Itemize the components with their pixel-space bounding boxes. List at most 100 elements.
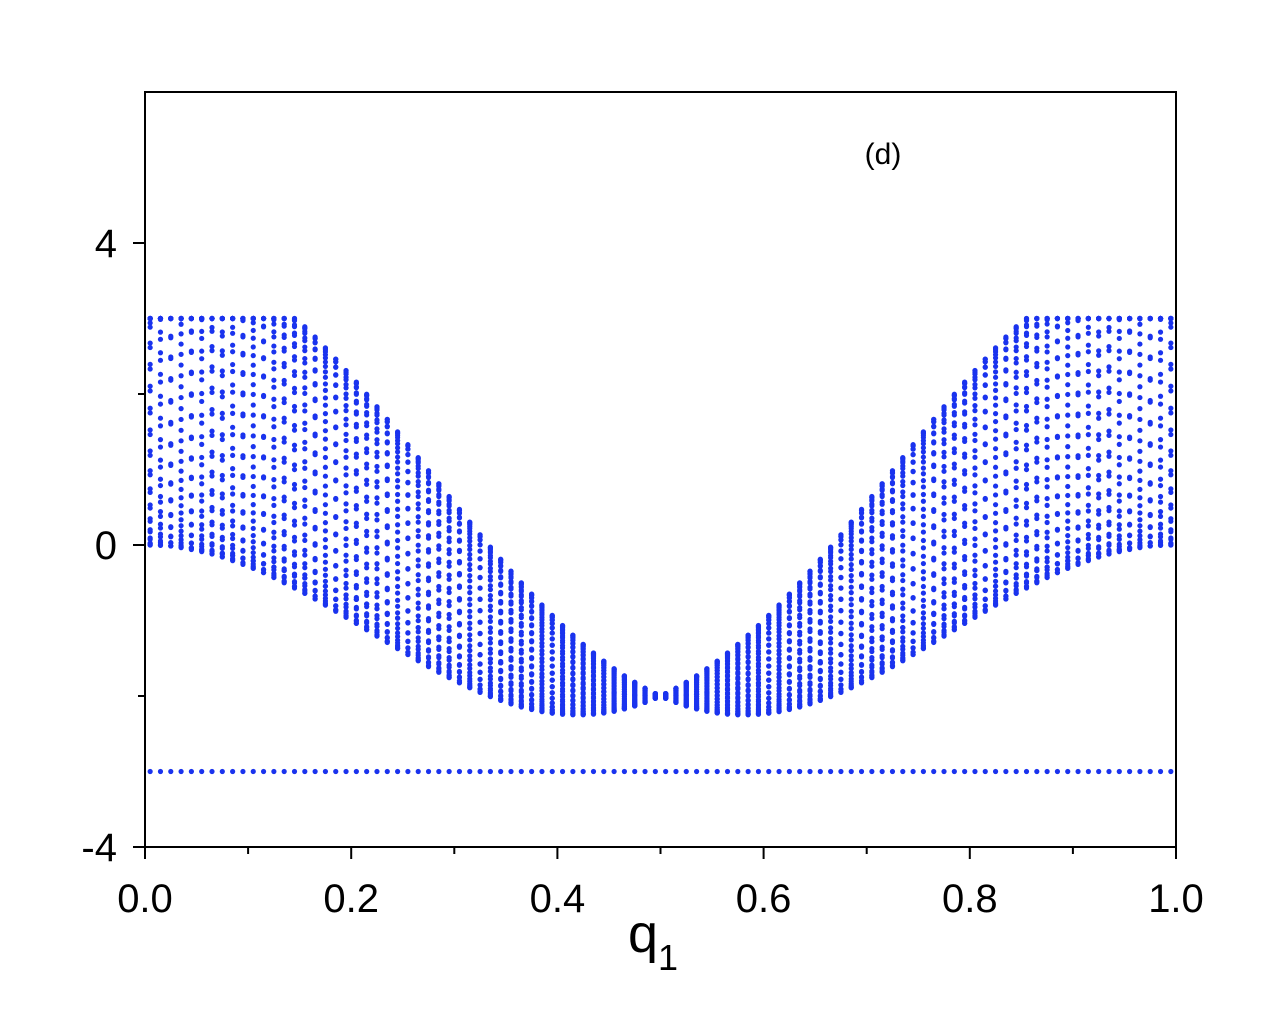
data-point — [786, 631, 792, 637]
data-point — [1137, 458, 1143, 464]
data-point — [931, 600, 937, 606]
data-point — [446, 547, 452, 553]
data-point — [477, 676, 483, 682]
data-point — [931, 492, 937, 499]
data-point — [1023, 324, 1030, 330]
data-point — [456, 558, 463, 565]
data-point — [920, 644, 927, 650]
data-point — [539, 674, 545, 680]
data-point — [168, 511, 174, 518]
data-point — [271, 384, 277, 390]
data-point — [498, 660, 504, 666]
data-point — [230, 349, 236, 355]
data-point — [436, 661, 442, 667]
data-point — [1044, 464, 1050, 470]
data-point — [941, 406, 947, 412]
data-point — [302, 330, 308, 336]
data-point — [467, 647, 473, 654]
data-point — [467, 614, 473, 620]
data-point — [858, 661, 865, 668]
data-point — [1023, 369, 1030, 375]
data-point — [807, 586, 813, 592]
data-point — [281, 459, 287, 465]
data-point — [157, 464, 164, 470]
data-point — [281, 323, 287, 329]
flat-band-point — [199, 768, 205, 775]
data-point — [405, 645, 411, 651]
data-point — [828, 656, 834, 662]
data-point — [353, 604, 359, 610]
data-point — [436, 482, 442, 489]
data-point — [250, 444, 256, 450]
data-point — [786, 647, 792, 653]
data-point — [322, 349, 329, 355]
data-point — [230, 452, 236, 459]
flat-band-point — [931, 768, 937, 775]
data-point — [477, 548, 483, 554]
data-point — [1054, 552, 1061, 558]
data-point — [1013, 532, 1019, 538]
data-point — [1003, 415, 1009, 421]
data-point — [962, 554, 968, 560]
flat-band-point — [209, 768, 215, 775]
data-point — [343, 483, 349, 489]
data-point — [374, 495, 380, 501]
data-point — [1085, 349, 1091, 355]
data-point — [1044, 444, 1050, 450]
data-point — [364, 613, 370, 619]
data-point — [446, 598, 452, 605]
data-point — [487, 573, 493, 580]
data-point — [384, 585, 390, 591]
data-point — [425, 577, 432, 584]
data-point — [168, 524, 174, 530]
data-point — [467, 573, 473, 579]
data-point — [353, 381, 359, 387]
data-point — [1106, 469, 1112, 475]
data-point — [312, 431, 318, 437]
data-point — [972, 431, 978, 437]
data-point — [869, 624, 875, 630]
data-point — [1003, 471, 1009, 477]
data-point — [1106, 541, 1112, 547]
data-point — [188, 456, 194, 462]
data-point — [1003, 382, 1009, 388]
data-point — [910, 580, 916, 587]
data-point — [838, 596, 844, 602]
data-point — [848, 653, 854, 659]
data-point — [992, 502, 999, 508]
data-point — [219, 432, 225, 438]
data-point — [962, 421, 968, 427]
data-point — [291, 522, 298, 528]
data-point — [807, 593, 813, 599]
data-point — [755, 686, 762, 692]
data-point — [395, 597, 401, 603]
data-point — [724, 695, 731, 701]
data-point — [302, 348, 308, 354]
data-point — [302, 547, 308, 553]
x-tick-label: 0.4 — [530, 877, 586, 921]
data-point — [755, 645, 762, 651]
data-point — [972, 490, 978, 496]
data-point — [900, 572, 906, 578]
data-point — [1054, 392, 1061, 399]
data-point — [807, 692, 813, 698]
data-point — [992, 446, 999, 452]
data-point — [900, 605, 906, 611]
data-point — [1065, 327, 1071, 334]
data-point — [302, 497, 308, 503]
data-point — [230, 545, 236, 552]
data-point — [395, 513, 401, 520]
data-point — [436, 655, 442, 661]
data-point — [972, 501, 978, 507]
data-point — [178, 315, 184, 322]
flat-band-point — [1106, 768, 1112, 775]
data-point — [271, 484, 277, 490]
data-point — [869, 664, 875, 670]
data-point — [992, 473, 999, 479]
data-point — [900, 618, 906, 624]
data-point — [343, 448, 349, 454]
data-point — [992, 528, 999, 534]
data-point — [869, 501, 875, 507]
data-point — [1157, 329, 1164, 335]
data-point — [580, 695, 586, 702]
